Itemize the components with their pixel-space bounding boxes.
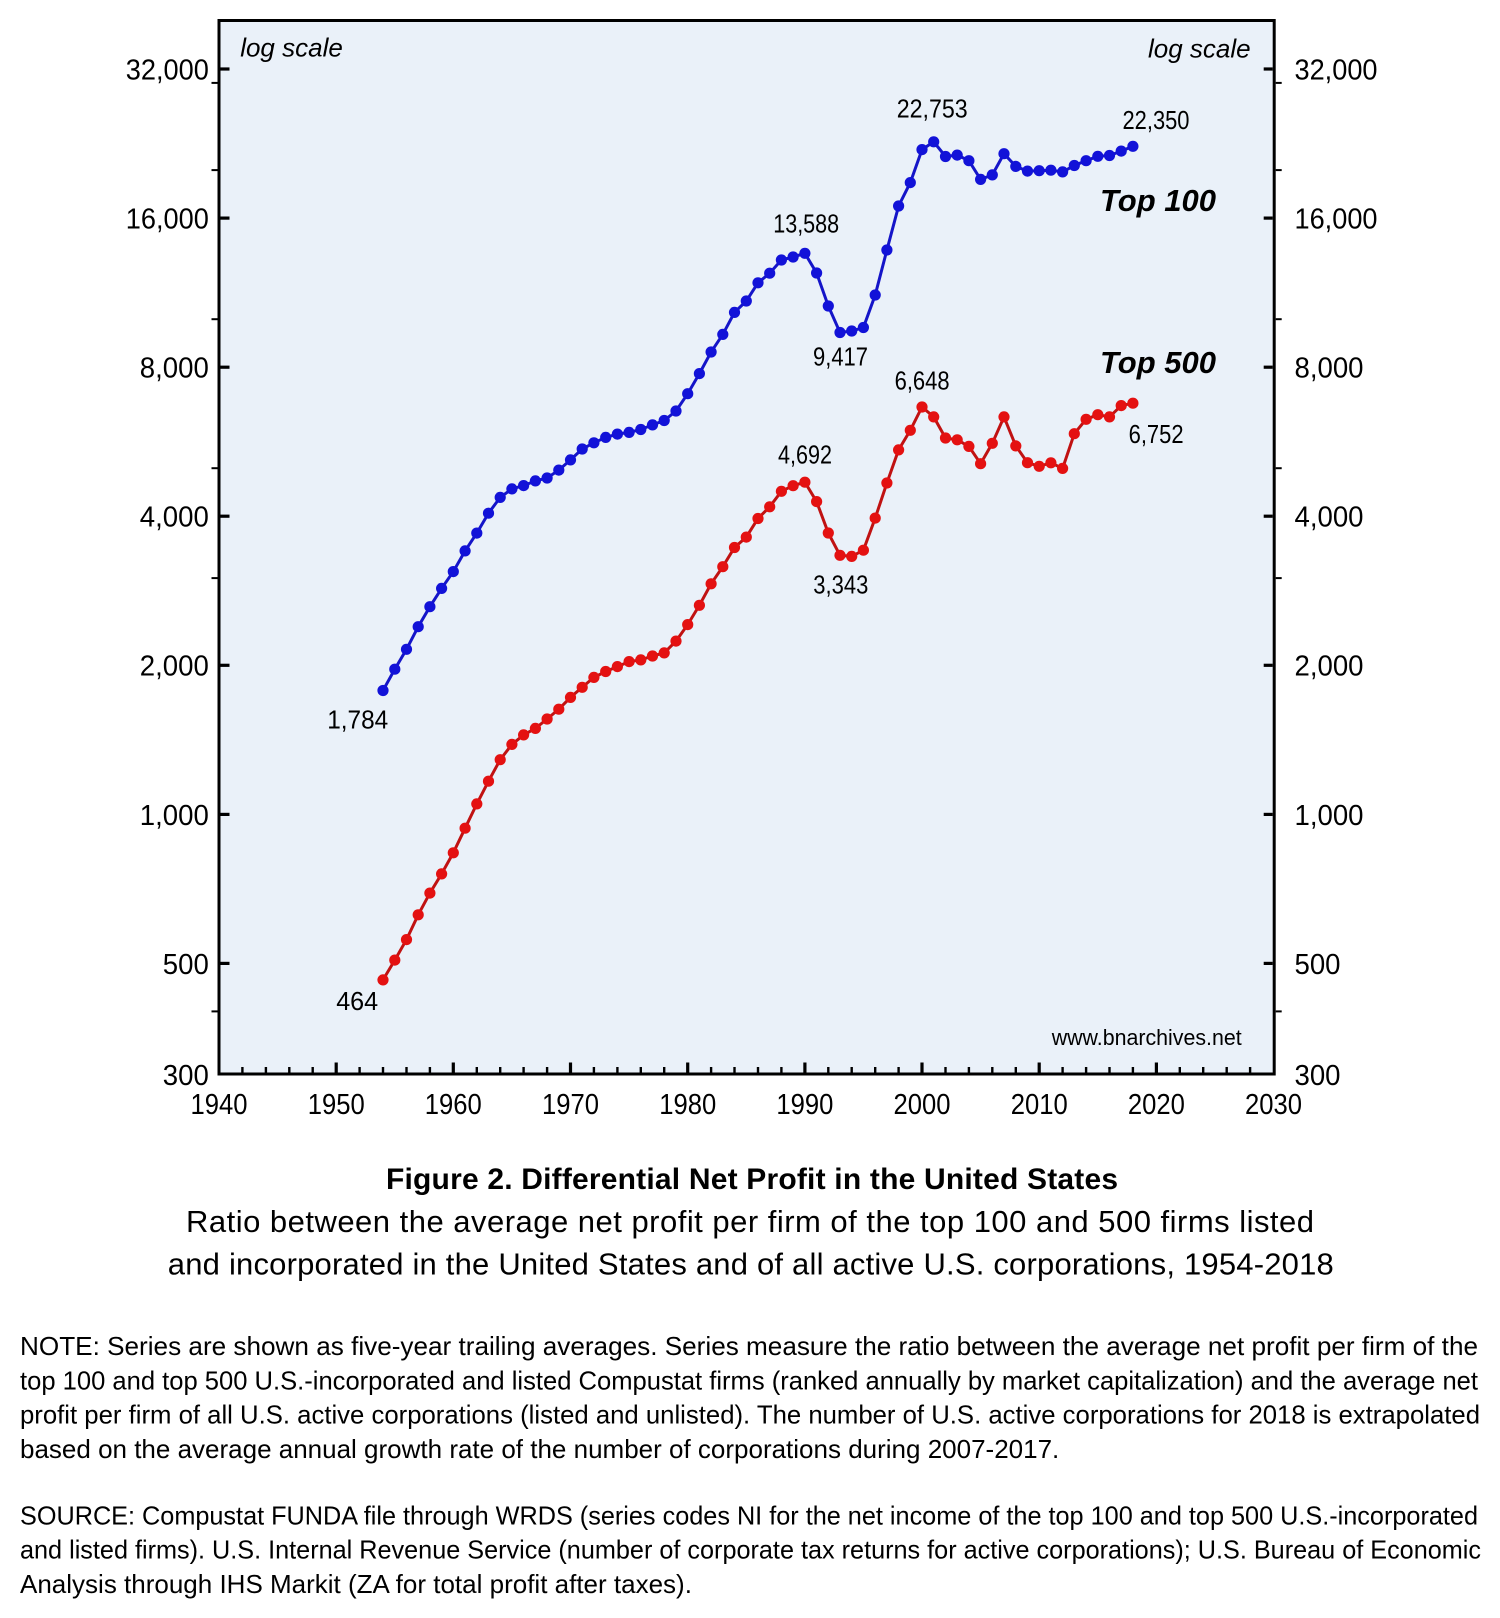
svg-text:4,000: 4,000	[1295, 502, 1364, 534]
svg-text:1960: 1960	[425, 1089, 482, 1121]
svg-text:1980: 1980	[659, 1089, 716, 1121]
svg-text:Analysis through IHS Markit (Z: Analysis through IHS Markit (ZA for tota…	[20, 1569, 692, 1599]
svg-text:32,000: 32,000	[1295, 55, 1378, 87]
svg-text:32,000: 32,000	[126, 55, 209, 87]
svg-text:1990: 1990	[776, 1089, 833, 1121]
svg-text:8,000: 8,000	[1295, 353, 1364, 385]
svg-text:Ratio between the average net: Ratio between the average net profit per…	[186, 1204, 1314, 1239]
svg-text:8,000: 8,000	[140, 353, 209, 385]
svg-text:500: 500	[163, 949, 209, 981]
svg-text:log scale: log scale	[1148, 33, 1251, 63]
svg-text:22,753: 22,753	[897, 93, 968, 123]
svg-text:SOURCE: Compustat FUNDA file t: SOURCE: Compustat FUNDA file through WRD…	[20, 1500, 1478, 1530]
svg-text:www.bnarchives.net: www.bnarchives.net	[1051, 1025, 1242, 1050]
svg-text:464: 464	[336, 986, 378, 1016]
svg-text:2010: 2010	[1011, 1089, 1068, 1121]
svg-text:2000: 2000	[894, 1089, 951, 1121]
svg-text:2,000: 2,000	[1295, 651, 1364, 683]
svg-text:1,000: 1,000	[140, 800, 209, 832]
svg-text:profit per firm of all U.S. ac: profit per firm of all U.S. active corpo…	[20, 1400, 1480, 1430]
svg-text:1970: 1970	[542, 1089, 599, 1121]
svg-text:4,692: 4,692	[778, 439, 832, 469]
svg-text:13,588: 13,588	[773, 208, 839, 238]
svg-text:1,784: 1,784	[327, 704, 388, 734]
svg-text:NOTE: Series are shown as five: NOTE: Series are shown as five-year trai…	[20, 1331, 1478, 1361]
svg-text:and listed firms). U.S. Intern: and listed firms). U.S. Internal Revenue…	[20, 1535, 1481, 1565]
svg-text:1940: 1940	[191, 1089, 248, 1121]
svg-text:6,648: 6,648	[895, 365, 950, 395]
svg-text:4,000: 4,000	[140, 502, 209, 534]
svg-text:2030: 2030	[1245, 1089, 1302, 1121]
svg-text:2020: 2020	[1128, 1089, 1185, 1121]
svg-text:6,752: 6,752	[1129, 419, 1184, 449]
svg-text:2,000: 2,000	[140, 651, 209, 683]
svg-text:300: 300	[163, 1060, 209, 1092]
svg-text:3,343: 3,343	[813, 569, 868, 599]
svg-text:16,000: 16,000	[1295, 204, 1378, 236]
svg-text:300: 300	[1295, 1060, 1341, 1092]
svg-text:1,000: 1,000	[1295, 800, 1364, 832]
svg-text:based on the average annual gr: based on the average annual growth rate …	[20, 1434, 1059, 1464]
svg-text:1950: 1950	[308, 1089, 365, 1121]
svg-text:Top 100: Top 100	[1100, 183, 1216, 218]
svg-text:9,417: 9,417	[813, 341, 868, 371]
svg-text:and incorporated in the United: and incorporated in the United States an…	[168, 1247, 1334, 1282]
svg-text:Top 500: Top 500	[1100, 345, 1216, 380]
svg-text:Figure 2. Differential Net Pro: Figure 2. Differential Net Profit in the…	[386, 1163, 1118, 1196]
svg-text:top 100 and top 500 U.S.-incor: top 100 and top 500 U.S.-incorporated an…	[20, 1365, 1479, 1395]
svg-text:16,000: 16,000	[126, 204, 209, 236]
svg-text:22,350: 22,350	[1123, 105, 1190, 135]
svg-text:500: 500	[1295, 949, 1341, 981]
svg-text:log scale: log scale	[240, 32, 343, 62]
